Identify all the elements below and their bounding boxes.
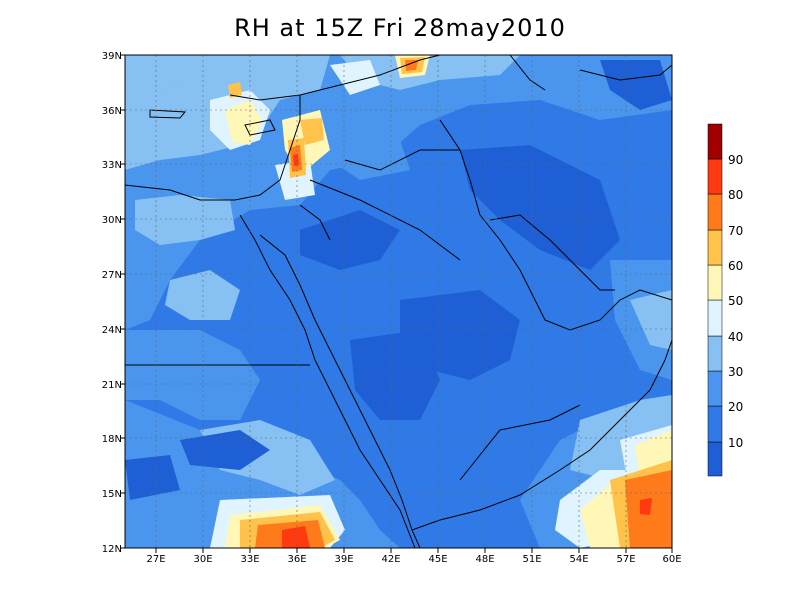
colorbar-band [707,299,723,337]
plot-frame [124,54,673,549]
lat-label: 24N [102,325,122,336]
colorbar-band [707,158,723,195]
colorbar-label: 20 [728,400,743,414]
lat-label: 21N [102,380,122,391]
lat-label: 36N [102,106,122,117]
colorbar-band [707,405,723,443]
lon-label: 36E [287,554,306,565]
colorbar-label: 90 [728,153,743,167]
lat-labels: 39N 36N 33N 30N 27N 24N 21N 18N 15N 12N [102,51,122,555]
rh-field [125,55,672,548]
lon-label: 54E [569,554,588,565]
lat-label: 15N [102,489,122,500]
lon-label: 42E [381,554,400,565]
lat-label: 18N [102,434,122,445]
colorbar-label: 80 [728,188,743,202]
rh-10-20-zone [125,60,672,500]
lon-label: 39E [334,554,353,565]
colorbar-band [707,370,723,407]
colorbar-label: 70 [728,224,743,238]
colorbar-band [707,264,723,301]
colorbar-label: 50 [728,294,743,308]
lon-label: 27E [146,554,165,565]
rh-90plus-zone [282,154,652,548]
lon-labels: 27E 30E 33E 36E 39E 42E 45E 48E 51E 54E … [146,554,681,565]
lat-label: 27N [102,270,122,281]
colorbar-band [707,123,723,160]
lon-label: 48E [475,554,494,565]
colorbar-band [707,193,723,231]
tick-marks [120,54,673,553]
colorbar-label: 10 [728,436,743,450]
colorbar-band [707,229,723,266]
coastlines [125,55,672,548]
lon-label: 51E [522,554,541,565]
lon-label: 45E [428,554,447,565]
lon-label: 60E [662,554,681,565]
lat-label: 30N [102,215,122,226]
colorbar-band [707,441,723,477]
lat-label: 33N [102,160,122,171]
colorbar-label: 60 [728,259,743,273]
lat-label: 39N [102,51,122,62]
colorbar: 90 80 70 60 50 40 30 20 10 [707,123,743,477]
lat-label: 12N [102,544,122,555]
colorbar-band [707,335,723,372]
lon-label: 57E [616,554,635,565]
map-title: RH at 15Z Fri 28may2010 [234,14,566,42]
graticule [125,55,672,548]
colorbar-label: 40 [728,330,743,344]
colorbar-label: 30 [728,365,743,379]
lon-label: 30E [193,554,212,565]
lon-label: 33E [240,554,259,565]
